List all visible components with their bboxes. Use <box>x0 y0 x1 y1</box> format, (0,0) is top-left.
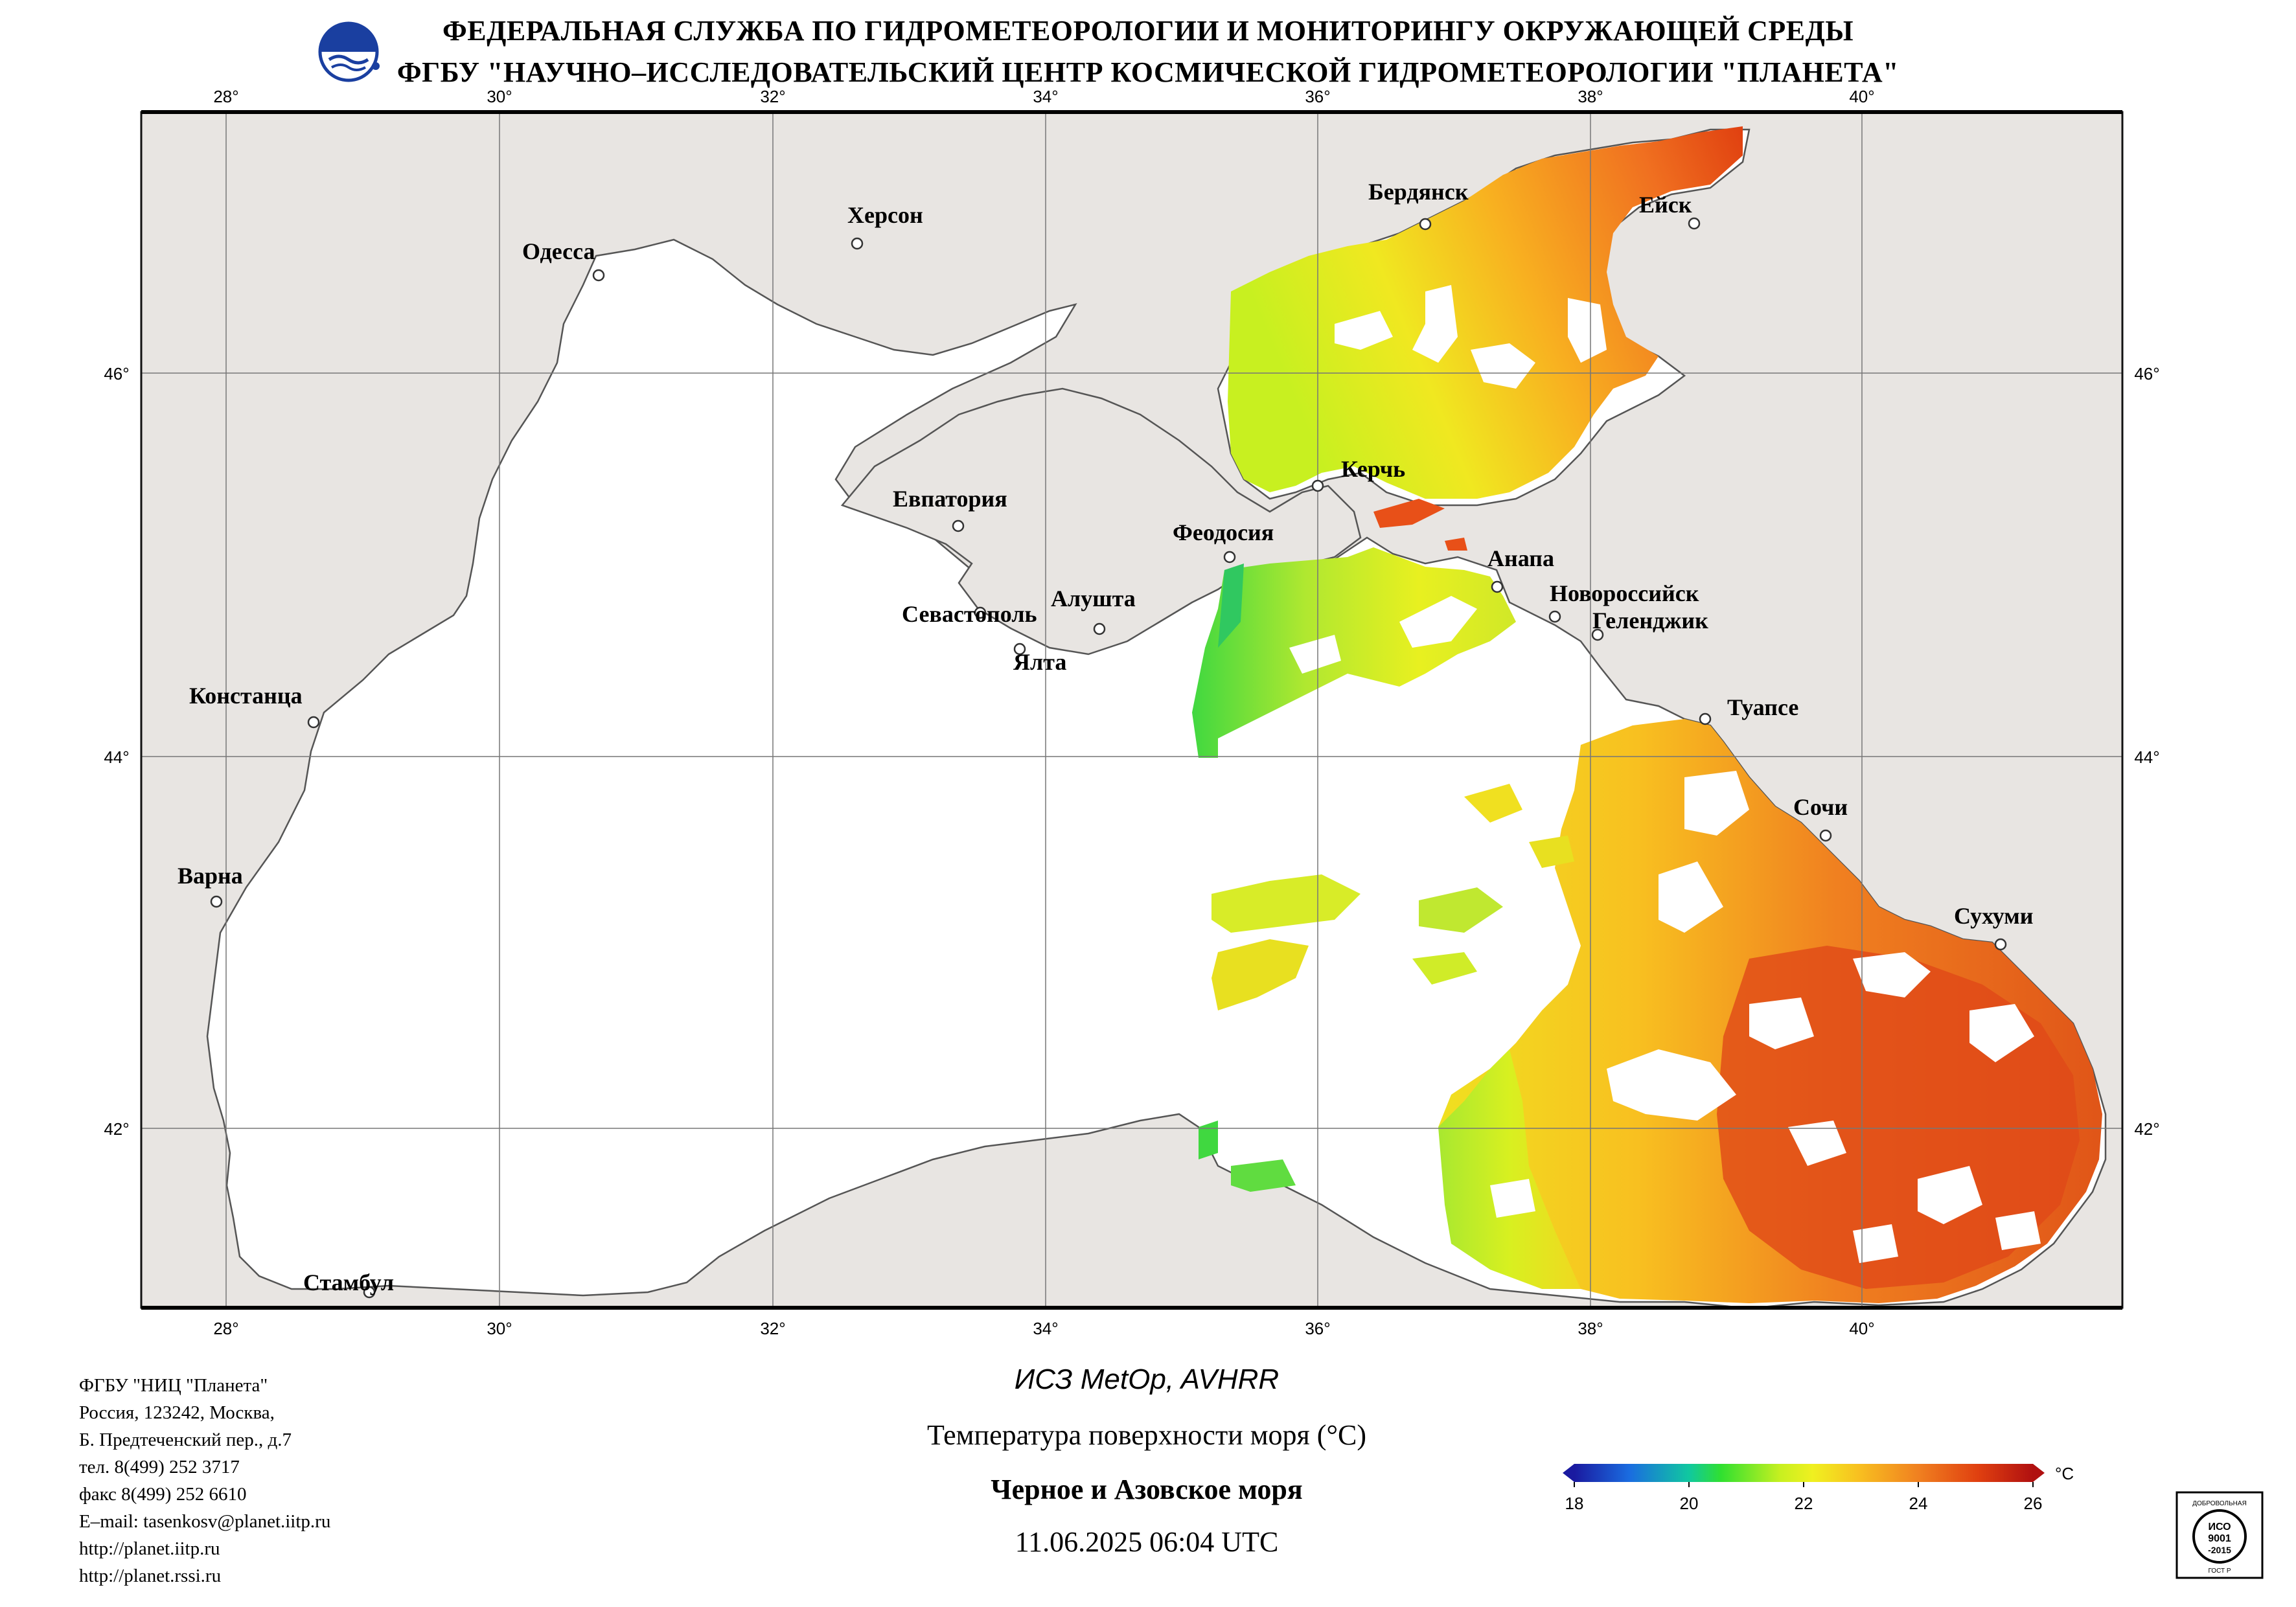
city-marker-berdyansk <box>1419 218 1432 231</box>
org-line: E–mail: tasenkosv@planet.iitp.ru <box>79 1511 331 1532</box>
city-marker-varna <box>210 895 223 908</box>
lon-tick-top: 28° <box>213 87 238 106</box>
region-label: Черное и Азовское моря <box>991 1474 1303 1505</box>
iso-certificate-stamp: ДОБРОВОЛЬНАЯ ИСО 9001 -2015 ГОСТ Р <box>2175 1491 2264 1579</box>
city-label-evpatoria: Евпатория <box>893 486 1007 512</box>
colorbar-tick: 22 <box>1795 1494 1813 1513</box>
lon-tick-top: 34° <box>1033 87 1058 106</box>
city-marker-sukhumi <box>1994 938 2007 951</box>
city-marker-novorossiysk <box>1548 610 1561 623</box>
header-title-line1: ФЕДЕРАЛЬНАЯ СЛУЖБА ПО ГИДРОМЕТЕОРОЛОГИИ … <box>442 15 1854 47</box>
city-markers <box>210 217 2007 1299</box>
lon-tick-bottom: 32° <box>760 1319 785 1338</box>
colorbar-tick: 24 <box>1909 1494 1928 1513</box>
parameter-label: Температура поверхности моря (°С) <box>926 1419 1367 1451</box>
colorbar-unit: °С <box>2055 1464 2074 1483</box>
city-marker-istanbul <box>363 1286 376 1299</box>
city-marker-evpatoria <box>952 519 965 532</box>
sst-patch-central <box>1192 547 1516 758</box>
city-label-sevastopol: Севастополь <box>902 601 1037 627</box>
azov-sst <box>1228 126 1743 499</box>
city-marker-alushta <box>1093 622 1106 635</box>
city-marker-feodosia <box>1223 551 1236 564</box>
cert-iso: ИСО <box>2208 1522 2231 1533</box>
city-marker-constanta <box>307 716 320 729</box>
city-marker-odessa <box>592 269 605 282</box>
cert-bottom-text: ГОСТ Р <box>2208 1567 2231 1575</box>
lon-tick-bottom: 36° <box>1305 1319 1330 1338</box>
datetime-label: 11.06.2025 06:04 UTC <box>1015 1526 1279 1558</box>
colorbar-tick: 20 <box>1680 1494 1699 1513</box>
colorbar-tick: 18 <box>1565 1494 1584 1513</box>
city-marker-yalta <box>1013 643 1026 655</box>
org-line: ФГБУ "НИЦ "Планета" <box>79 1375 268 1396</box>
lat-tick-left: 44° <box>104 747 129 767</box>
city-marker-tuapse <box>1699 712 1712 725</box>
lat-tick-right: 44° <box>2134 747 2159 767</box>
lon-tick-top: 40° <box>1849 87 1874 106</box>
city-marker-sevastopol <box>974 606 987 619</box>
crimea <box>840 387 1362 655</box>
lat-tick-left: 46° <box>104 364 129 383</box>
lon-tick-bottom: 40° <box>1849 1319 1874 1338</box>
cert-top-text: ДОБРОВОЛЬНАЯ <box>2192 1500 2247 1507</box>
graticule <box>141 112 2122 1308</box>
city-label-constanta: Констанца <box>189 683 303 709</box>
org-line: http://planet.iitp.ru <box>79 1538 220 1559</box>
city-marker-kerch <box>1311 479 1324 492</box>
org-line: Б. Предтеченский пер., д.7 <box>79 1430 292 1450</box>
city-label-alushta: Алушта <box>1051 586 1136 611</box>
city-label-tuapse: Туапсе <box>1727 694 1798 720</box>
city-marker-anapa <box>1491 580 1504 593</box>
colorbar: 18 20 22 24 26 °С <box>1563 1464 2074 1513</box>
city-marker-yeysk <box>1688 217 1701 230</box>
planeta-logo <box>318 21 380 82</box>
lat-tick-right: 46° <box>2134 364 2159 383</box>
lon-tick-top: 38° <box>1578 87 1603 106</box>
lon-tick-bottom: 30° <box>487 1319 512 1338</box>
org-line: тел. 8(499) 252 3717 <box>79 1457 240 1477</box>
city-label-gelendzhik: Геленджик <box>1592 608 1708 633</box>
city-label-odessa: Одесса <box>522 238 595 264</box>
city-label-feodosia: Феодосия <box>1173 519 1274 545</box>
city-marker-kherson <box>851 237 864 250</box>
cert-year: -2015 <box>2208 1545 2231 1555</box>
city-label-kherson: Херсон <box>847 202 923 228</box>
city-label-yeysk: Ейск <box>1639 192 1692 218</box>
city-label-kerch: Керчь <box>1341 456 1405 482</box>
city-label-istanbul: Стамбул <box>303 1270 394 1295</box>
lon-tick-bottom: 38° <box>1578 1319 1603 1338</box>
organization-info: ФГБУ "НИЦ "Планета" Россия, 123242, Моск… <box>79 1372 330 1590</box>
city-label-sukhumi: Сухуми <box>1954 903 2034 929</box>
lon-tick-top: 36° <box>1305 87 1330 106</box>
cert-number: 9001 <box>2208 1533 2231 1544</box>
city-label-sochi: Сочи <box>1793 794 1848 820</box>
lon-tick-bottom: 28° <box>213 1319 238 1338</box>
lon-tick-bottom: 34° <box>1033 1319 1058 1338</box>
org-line: http://planet.rssi.ru <box>79 1566 222 1586</box>
org-line: факс 8(499) 252 6610 <box>79 1484 247 1505</box>
org-line: Россия, 123242, Москва, <box>79 1402 275 1423</box>
lon-tick-top: 30° <box>487 87 512 106</box>
lat-tick-left: 42° <box>104 1119 129 1139</box>
city-label-anapa: Анапа <box>1487 545 1554 571</box>
city-marker-gelendzhik <box>1591 628 1604 641</box>
lon-tick-top: 32° <box>760 87 785 106</box>
city-label-varna: Варна <box>178 863 243 889</box>
lat-tick-right: 42° <box>2134 1119 2159 1139</box>
city-marker-sochi <box>1819 829 1832 842</box>
city-label-novorossiysk: Новороссийск <box>1550 580 1699 606</box>
city-label-yalta: Ялта <box>1013 649 1066 675</box>
header-title-line2: ФГБУ "НАУЧНО–ИССЛЕДОВАТЕЛЬСКИЙ ЦЕНТР КОС… <box>396 56 1900 88</box>
colorbar-tick: 26 <box>2024 1494 2043 1513</box>
satellite-label: ИСЗ MetOp, AVHRR <box>1014 1363 1280 1395</box>
city-label-berdyansk: Бердянск <box>1368 179 1469 205</box>
